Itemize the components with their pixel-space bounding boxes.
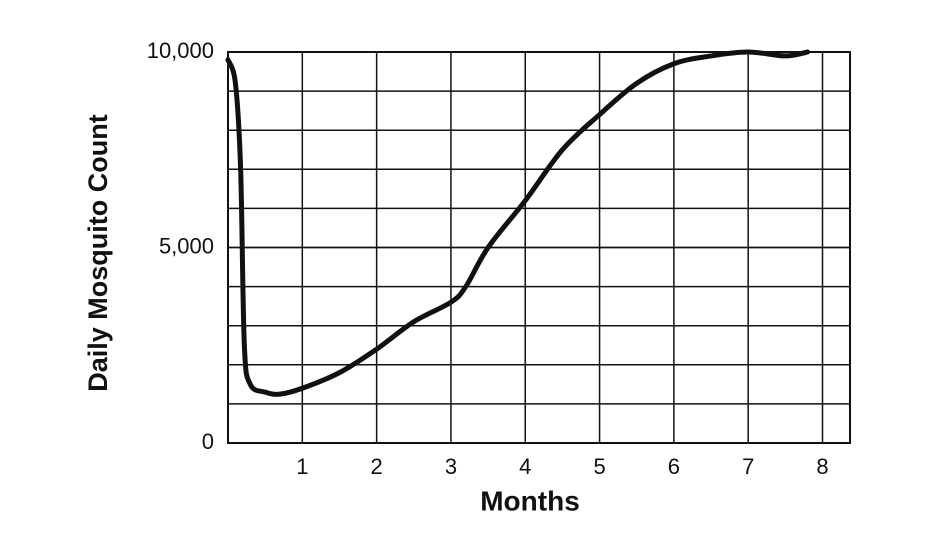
x-tick-label: 6 [668,454,680,479]
x-tick-label: 1 [296,454,308,479]
x-tick-label: 3 [445,454,457,479]
y-tick-label: 0 [202,429,214,454]
data-line [225,49,811,397]
x-axis-label: Months [480,485,580,516]
x-tick-label: 5 [593,454,605,479]
x-tick-label: 2 [371,454,383,479]
x-tick-label: 4 [519,454,531,479]
y-axis-label: Daily Mosquito Count [83,114,113,391]
x-tick-label: 8 [816,454,828,479]
y-tick-label: 10,000 [147,38,214,63]
plot-frame [227,51,851,444]
x-tick-label: 7 [742,454,754,479]
y-tick-label: 5,000 [159,233,214,258]
